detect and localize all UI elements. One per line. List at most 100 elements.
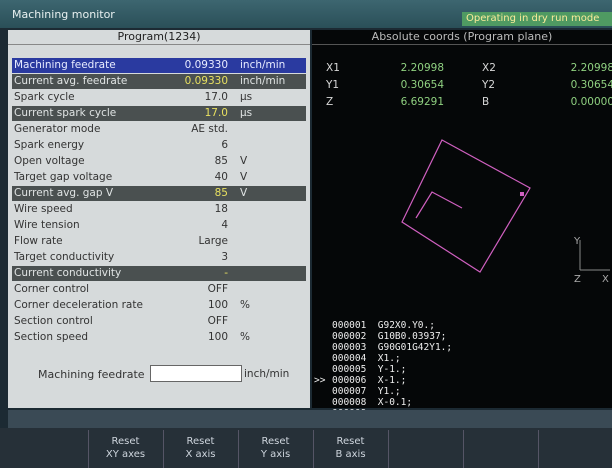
condition-row[interactable]: Target conductivity 3 [12,250,306,265]
axis-value: 0.30654 [534,79,612,91]
axis-name: X2 [482,62,496,74]
window-title: Machining monitor [12,8,115,21]
condition-row[interactable]: Spark cycle 17.0 µs [12,90,306,105]
row-label: Spark cycle [14,90,75,105]
row-unit: V [240,170,247,185]
row-unit: inch/min [240,58,285,73]
toolpath-view: Y Z X [312,100,612,300]
axis-label: Z [574,274,581,285]
row-label: Wire speed [14,202,73,217]
axis-value: 6.69291 [364,96,444,108]
row-value: 0.09330 [185,74,228,89]
row-value: 85 [215,154,228,169]
condition-row[interactable]: Current conductivity - [12,266,306,281]
input-field[interactable] [150,365,242,382]
row-label: Target gap voltage [14,170,112,185]
row-value: 17.0 [205,106,228,121]
axis-value: 0.30654 [364,79,444,91]
toolpath [416,192,462,218]
current-marker: >> [314,375,325,386]
row-unit: µs [240,90,252,105]
program-line: 000001 G92X0.Y0.; [332,320,435,331]
condition-row[interactable]: Target gap voltage 40 V [12,170,306,185]
row-label: Flow rate [14,234,63,249]
row-unit: V [240,154,247,169]
condition-row[interactable]: Section control OFF [12,314,306,329]
program-line: 000008 X-0.1; [332,397,412,408]
input-label: Machining feedrate [38,368,145,381]
program-line: 000005 Y-1.; [332,364,406,375]
row-value: 3 [221,250,228,265]
row-value: 17.0 [205,90,228,105]
row-label: Target conductivity [14,250,114,265]
function-key[interactable] [388,430,462,468]
row-value: 6 [221,138,228,153]
axis-name: B [482,96,489,108]
key-label: X axis [164,448,237,461]
row-unit: µs [240,106,252,121]
key-label: Reset [239,435,312,448]
condition-row[interactable]: Current spark cycle 17.0 µs [12,106,306,121]
row-unit: % [240,298,250,313]
row-label: Section speed [14,330,88,345]
screen: Machining monitor Operating in dry run m… [0,0,612,468]
panel-title: Absolute coords (Program plane) [312,30,612,45]
row-label: Current avg. feedrate [14,74,127,89]
function-key[interactable] [538,430,612,468]
panel-title: Program(1234) [8,30,310,45]
axis-name: Y1 [326,79,339,91]
row-label: Current conductivity [14,266,121,281]
axis-name: Y2 [482,79,495,91]
status: Operating in dry run mode [462,12,612,26]
row-label: Current avg. gap V [14,186,113,201]
axis-label: X [602,274,609,285]
row-value: 40 [215,170,228,185]
condition-row[interactable]: Wire speed 18 [12,202,306,217]
key-label: Reset [89,435,162,448]
axis-value: 2.20998 [534,62,612,74]
conditions-panel: Program(1234) Machining feedrate inch/mi… [8,30,310,408]
row-label: Section control [14,314,93,329]
condition-row[interactable]: Current avg. feedrate 0.09330 inch/min [12,74,306,89]
row-unit: % [240,330,250,345]
row-label: Current spark cycle [14,106,116,121]
program-line: 000004 X1.; [332,353,401,364]
condition-row[interactable]: Corner deceleration rate 100% [12,298,306,313]
title-bar: Machining monitor Operating in dry run m… [0,0,612,28]
coords-panel: Absolute coords (Program plane) Y Z X X1… [312,30,612,408]
input-unit: inch/min [244,368,289,380]
program-line: 000007 Y1.; [332,386,401,397]
row-value: 100 [208,298,228,313]
toolpath [402,140,530,272]
function-key[interactable] [463,430,537,468]
row-value: 18 [215,202,228,217]
row-value: 4 [221,218,228,233]
row-unit: V [240,186,247,201]
row-value: OFF [208,282,228,297]
program-line: 000002 G10B0.03937; [332,331,446,342]
key-label: Reset [164,435,237,448]
key-label: B axis [314,448,387,461]
row-value: - [224,266,228,281]
row-unit: inch/min [240,74,285,89]
axis-value: 2.20998 [364,62,444,74]
row-label: Corner deceleration rate [14,298,143,313]
program-line: 000006 X-1.; [332,375,406,386]
row-value: OFF [208,314,228,329]
program-line: 000003 G90G01G42Y1.; [332,342,452,353]
key-label: Y axis [239,448,312,461]
